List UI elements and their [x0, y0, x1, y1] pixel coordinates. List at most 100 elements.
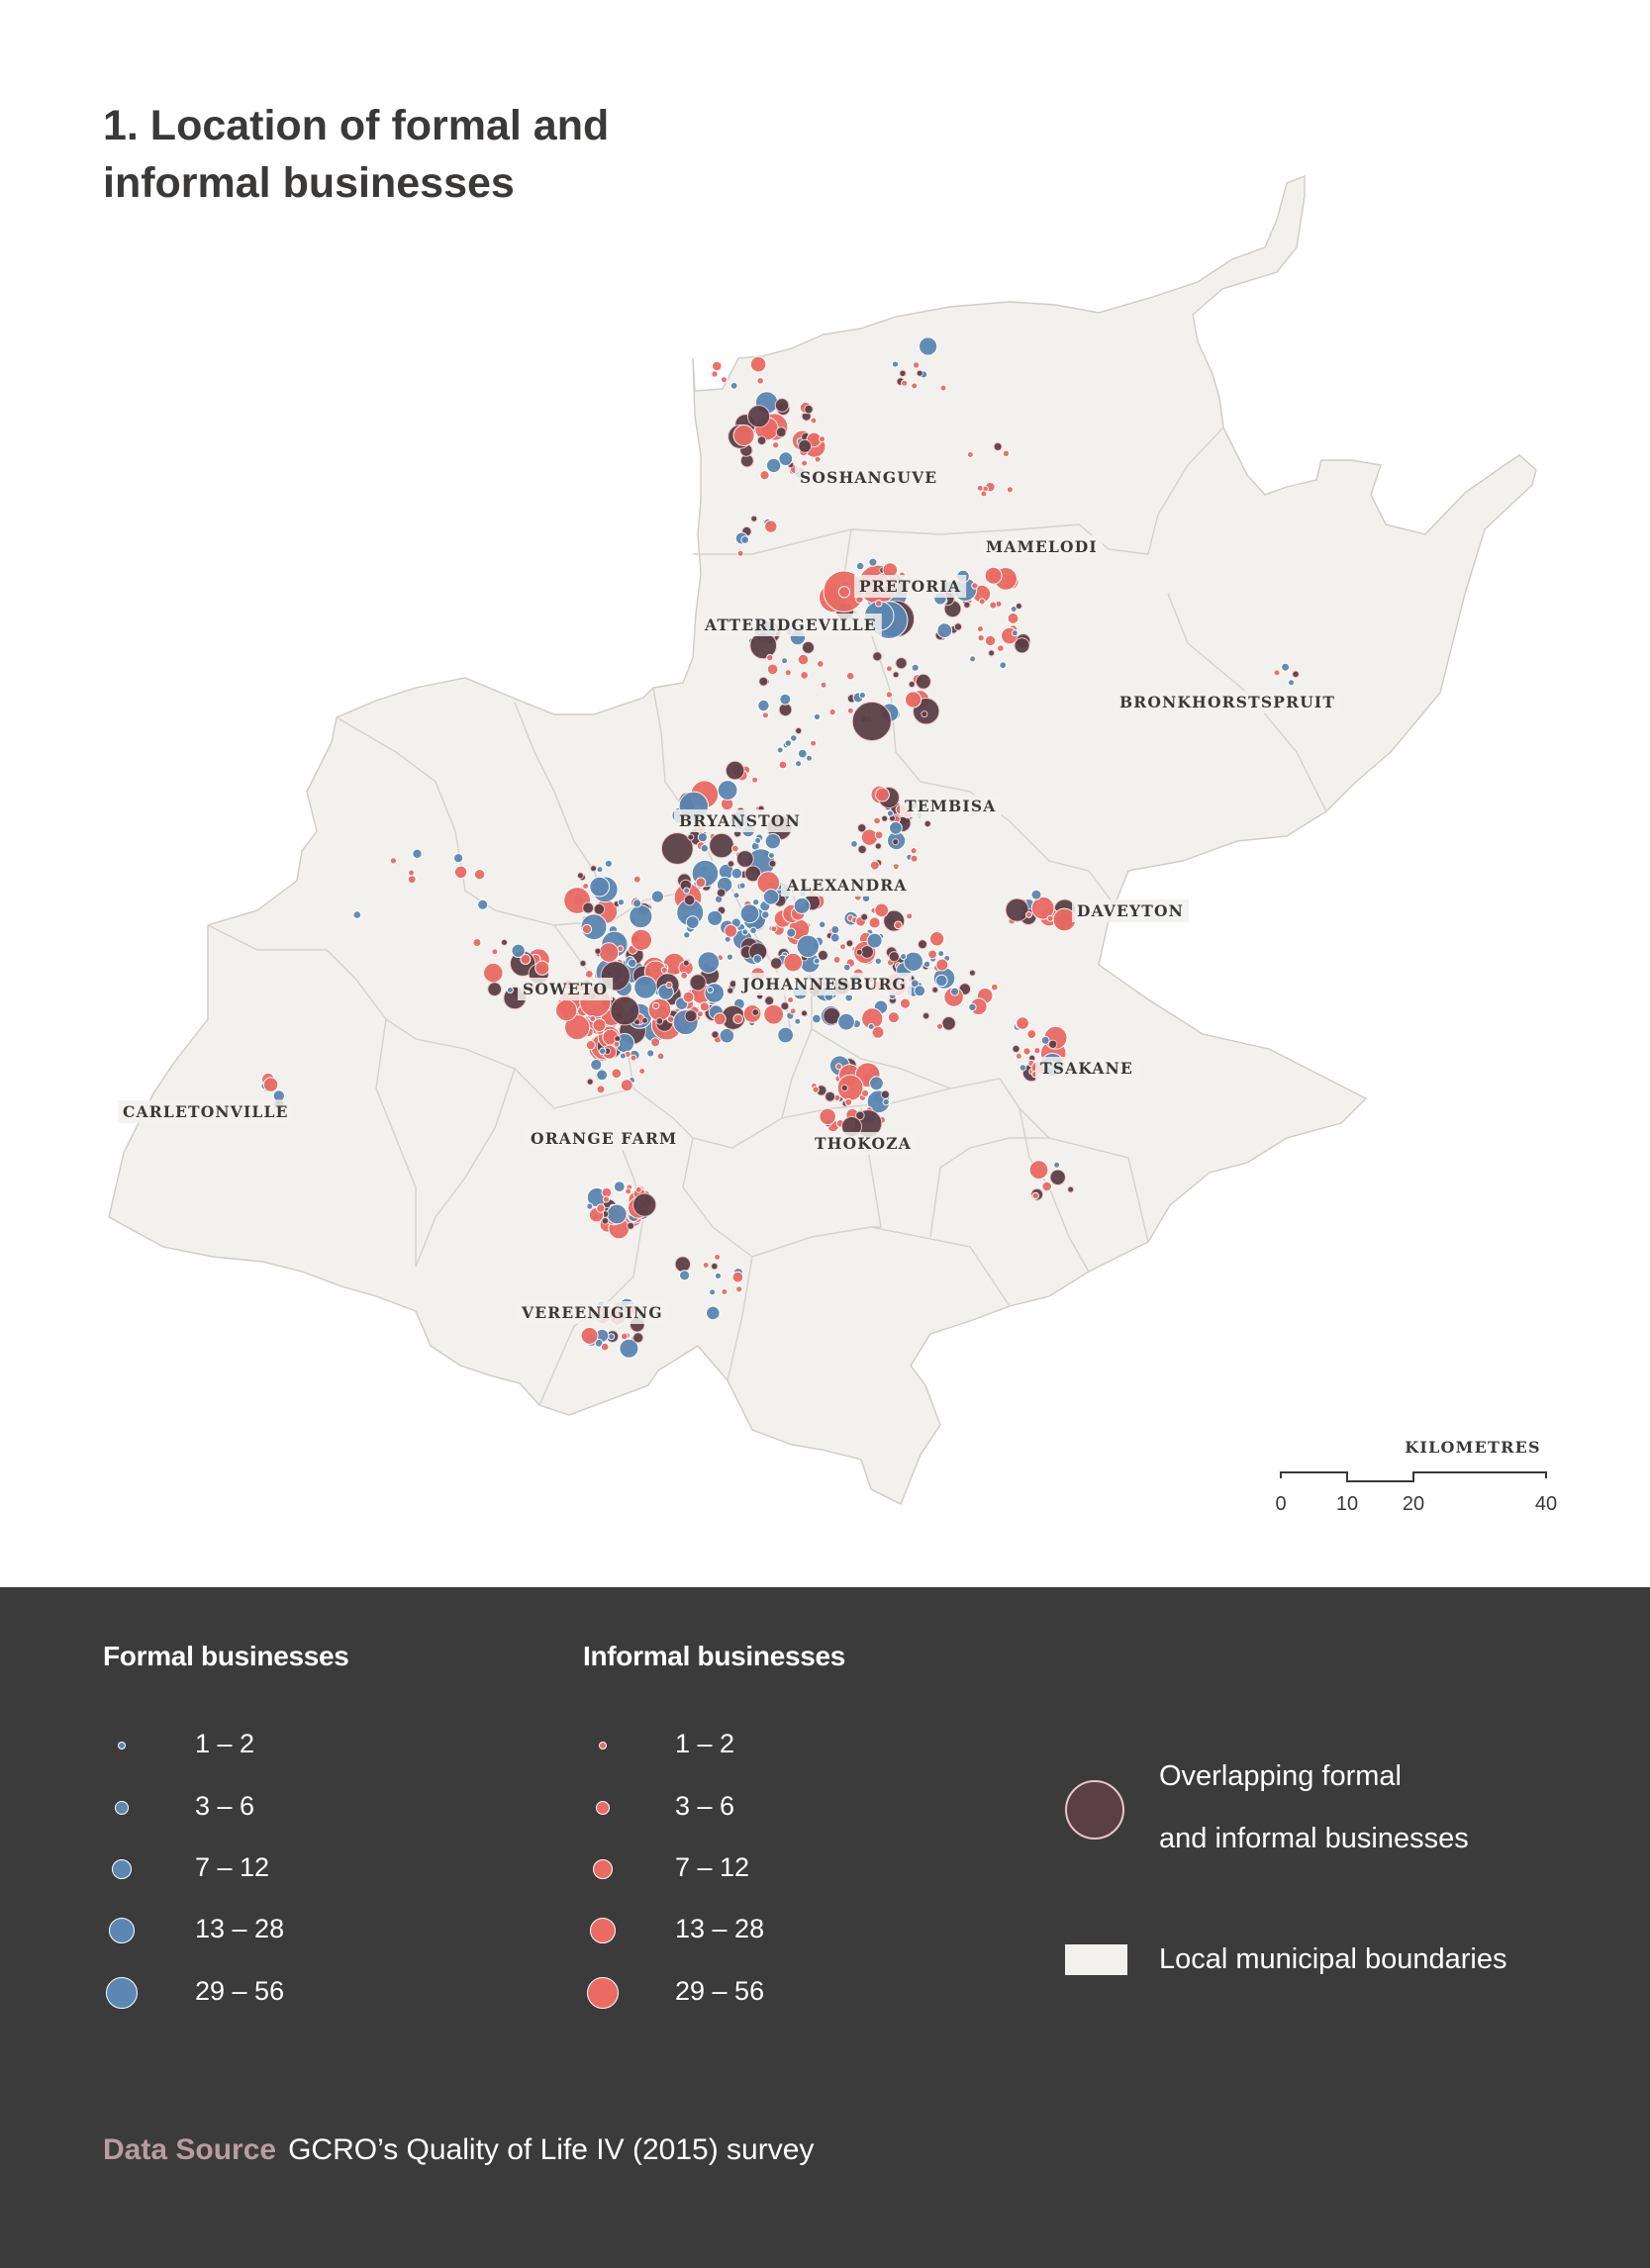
formal-business-bubble [818, 920, 826, 929]
formal-business-bubble [1288, 679, 1295, 687]
overlap-business-bubble [888, 951, 901, 963]
informal-business-bubble [731, 1271, 744, 1283]
formal-business-bubble [707, 909, 724, 926]
overlap-business-bubble [756, 435, 767, 446]
place-label-bg [518, 978, 614, 1000]
overlap-business-bubble [632, 1192, 657, 1217]
informal-business-bubble [695, 877, 707, 889]
overlap-business-bubble [775, 426, 787, 438]
formal-business-bubble [352, 910, 362, 919]
formal-business-bubble [1281, 662, 1291, 672]
overlap-business-bubble [627, 1221, 635, 1230]
informal-business-bubble [980, 490, 988, 498]
formal-business-bubble [749, 926, 757, 935]
scale-tick-0: 0 [1275, 1493, 1286, 1515]
informal-business-bubble [901, 379, 909, 387]
overlap-business-bubble [674, 1256, 691, 1273]
informal-business-bubble [912, 361, 921, 369]
place-label-bg [674, 809, 806, 832]
informal-business-bubble [885, 665, 893, 673]
informal-business-bubble [1031, 1191, 1039, 1200]
informal-business-bubble [812, 1086, 820, 1093]
overlap-business-bubble [1005, 898, 1029, 922]
overlap-business-bubble [1049, 1169, 1066, 1186]
informal-business-bubble [721, 376, 728, 384]
map-title: 1. Location of formal and informal busine… [103, 102, 610, 207]
place-label-johannesburg: JOHANNESBURG [740, 975, 907, 993]
informal-business-bubble [787, 996, 795, 1003]
informal-business-bubble [839, 943, 846, 951]
informal-business-bubble [1007, 612, 1019, 624]
boundary-symbol [1065, 1944, 1127, 1975]
place-label-orange-farm: ORANGE FARM [531, 1129, 677, 1148]
informal-legend-symbol [596, 1801, 610, 1815]
informal-business-bubble [887, 1011, 901, 1024]
formal-business-bubble [766, 457, 782, 474]
formal-business-bubble [919, 336, 938, 356]
informal-business-bubble [620, 1079, 633, 1092]
overlap-business-bubble [1067, 1185, 1075, 1193]
overlap-business-bubble [774, 398, 790, 413]
informal-business-bubble [899, 997, 912, 1009]
informal-business-bubble [910, 854, 919, 863]
formal-business-bubble [650, 890, 665, 903]
formal-business-bubble [922, 960, 931, 968]
formal-legend-label: 13 – 28 [195, 1914, 285, 1943]
informal-business-bubble [778, 760, 788, 770]
overlap-business-bubble [576, 872, 584, 880]
formal-business-bubble [477, 898, 489, 910]
formal-legend-symbol [106, 1977, 138, 2009]
formal-business-bubble [646, 1049, 655, 1058]
overlap-business-bubble [795, 726, 803, 735]
informal-legend-label: 13 – 28 [675, 1914, 765, 1943]
overlap-business-bubble [921, 710, 928, 718]
informal-business-bubble [731, 844, 739, 853]
informal-business-bubble [797, 653, 810, 666]
overlap-business-bubble [1048, 1039, 1058, 1050]
overlap-business-bubble [988, 649, 996, 657]
formal-business-bubble [784, 739, 793, 747]
informal-business-bubble [1006, 486, 1015, 494]
overlap-business-bubble [764, 995, 775, 1006]
formal-business-bubble [586, 1202, 594, 1210]
formal-business-bubble [813, 957, 821, 965]
informal-business-bubble [763, 1003, 784, 1025]
overlap-business-bubble [840, 1084, 848, 1092]
informal-business-bubble [630, 928, 653, 952]
formal-legend-label: 7 – 12 [195, 1852, 270, 1882]
informal-business-bubble [596, 1203, 606, 1213]
formal-business-bubble [683, 931, 691, 939]
formal-business-bubble [613, 1181, 626, 1192]
formal-business-bubble [754, 837, 762, 844]
informal-business-bubble [714, 1253, 722, 1261]
data-source-label: Data Source [103, 2133, 277, 2166]
overlap-business-bubble [908, 680, 916, 689]
formal-legend-label: 1 – 2 [195, 1729, 255, 1758]
informal-business-bubble [580, 1326, 599, 1345]
formal-business-bubble [1030, 889, 1042, 900]
overlap-business-bubble [727, 987, 734, 994]
formal-business-bubble [740, 535, 750, 544]
formal-business-bubble [453, 853, 464, 864]
formal-business-bubble [797, 748, 808, 759]
informal-business-bubble [696, 1010, 704, 1018]
informal-business-bubble [585, 1040, 596, 1051]
formal-business-bubble [781, 657, 789, 665]
informal-business-bubble [625, 1187, 632, 1195]
informal-business-bubble [835, 1063, 842, 1071]
formal-business-bubble [829, 932, 840, 943]
informal-business-bubble [652, 1001, 660, 1010]
formal-business-bubble [700, 844, 710, 853]
informal-business-bubble [582, 883, 590, 890]
overlap-business-bubble [778, 703, 793, 717]
province-outline [108, 174, 1537, 1505]
overlap-business-bubble [855, 948, 863, 956]
overlap-business-bubble [593, 902, 606, 915]
informal-business-bubble [736, 549, 744, 557]
overlap-business-bubble [487, 982, 503, 996]
formal-business-bubble [619, 1052, 627, 1060]
informal-business-bubble [453, 865, 468, 879]
informal-business-bubble [820, 681, 827, 689]
formal-business-bubble [779, 693, 792, 706]
overlap-business-bubble [682, 959, 690, 967]
